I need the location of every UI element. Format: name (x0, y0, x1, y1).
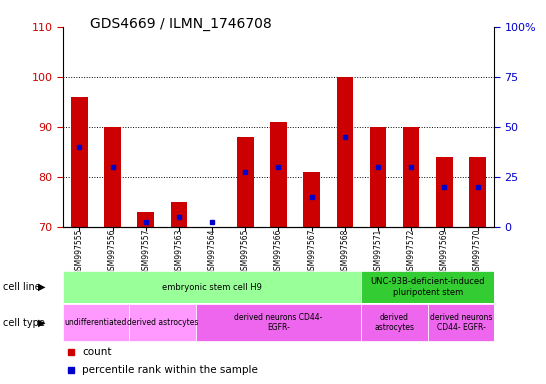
Text: GSM997563: GSM997563 (174, 229, 183, 275)
Text: derived
astrocytes: derived astrocytes (375, 313, 414, 332)
Text: GDS4669 / ILMN_1746708: GDS4669 / ILMN_1746708 (90, 17, 272, 31)
Text: cell line: cell line (3, 282, 40, 292)
Text: GSM997556: GSM997556 (108, 229, 117, 275)
Text: ▶: ▶ (38, 282, 46, 292)
Text: GSM997569: GSM997569 (440, 229, 449, 275)
Bar (104, 127, 121, 227)
Text: GSM997567: GSM997567 (307, 229, 316, 275)
Text: GSM997572: GSM997572 (407, 229, 416, 275)
Text: count: count (82, 347, 112, 358)
Bar (361, 271, 494, 303)
Text: derived astrocytes: derived astrocytes (127, 318, 198, 327)
Bar (370, 127, 386, 227)
Bar (304, 172, 320, 227)
Bar (138, 212, 154, 227)
Text: GSM997571: GSM997571 (373, 229, 383, 275)
Bar (436, 157, 453, 227)
Bar (129, 304, 195, 341)
Bar (361, 304, 428, 341)
Bar (403, 127, 419, 227)
Bar (428, 304, 494, 341)
Text: GSM997564: GSM997564 (207, 229, 217, 275)
Text: percentile rank within the sample: percentile rank within the sample (82, 364, 258, 375)
Text: GSM997570: GSM997570 (473, 229, 482, 275)
Text: UNC-93B-deficient-induced
pluripotent stem: UNC-93B-deficient-induced pluripotent st… (371, 277, 485, 297)
Bar (170, 202, 187, 227)
Text: GSM997555: GSM997555 (75, 229, 84, 275)
Bar (237, 137, 253, 227)
Text: derived neurons
CD44- EGFR-: derived neurons CD44- EGFR- (430, 313, 492, 332)
Text: embryonic stem cell H9: embryonic stem cell H9 (162, 283, 262, 291)
Bar (195, 304, 361, 341)
Bar (63, 271, 361, 303)
Text: cell type: cell type (3, 318, 45, 328)
Text: GSM997557: GSM997557 (141, 229, 150, 275)
Text: GSM997566: GSM997566 (274, 229, 283, 275)
Bar (270, 122, 287, 227)
Text: GSM997568: GSM997568 (340, 229, 349, 275)
Text: GSM997565: GSM997565 (241, 229, 250, 275)
Bar (336, 77, 353, 227)
Text: undifferentiated: undifferentiated (65, 318, 127, 327)
Bar (71, 97, 88, 227)
Text: derived neurons CD44-
EGFR-: derived neurons CD44- EGFR- (234, 313, 323, 332)
Text: ▶: ▶ (38, 318, 46, 328)
Bar (63, 304, 129, 341)
Bar (469, 157, 486, 227)
